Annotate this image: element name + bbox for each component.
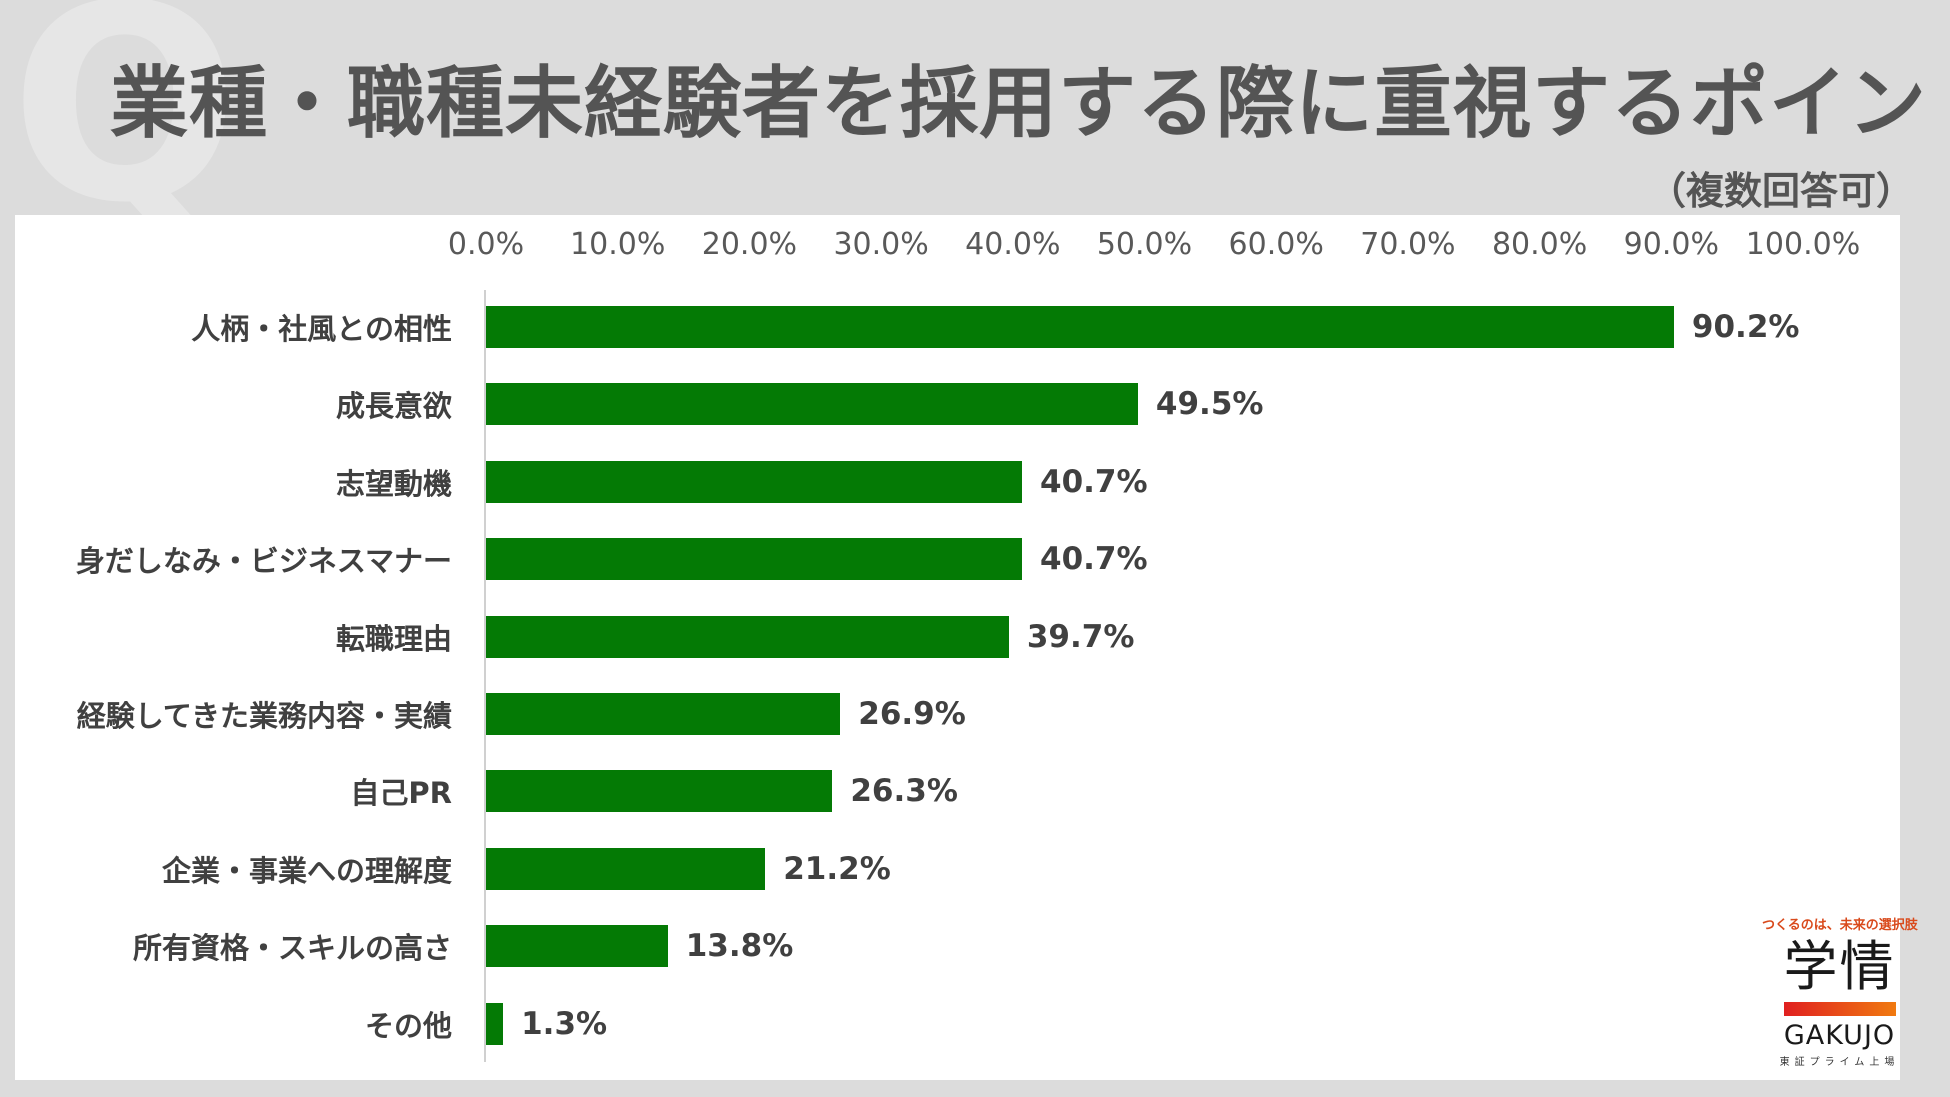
value-label: 39.7%	[1026, 618, 1135, 655]
bar-row: 経験してきた業務内容・実績 26.9%	[0, 693, 1950, 735]
bar	[486, 847, 766, 890]
bar-row: 志望動機 40.7%	[0, 460, 1950, 503]
logo-listing: 東証プライム上場	[1779, 1056, 1900, 1068]
value-label: 21.2%	[783, 850, 891, 887]
x-tick-label: 80.0%	[1491, 227, 1588, 262]
bar-row: 身だしなみ・ビジネスマナー 40.7%	[0, 538, 1950, 581]
y-axis-line	[484, 290, 486, 1062]
gakujo-logo: つくるのは、未来の選択肢 学情 GAKUJO 東証プライム上場	[1762, 914, 1918, 1068]
x-tick-label: 100.0%	[1745, 227, 1861, 262]
bar-row: その他 1.3%	[0, 1002, 1950, 1045]
x-tick-label: 60.0%	[1228, 227, 1324, 262]
bar	[486, 460, 1023, 503]
category-label: その他	[364, 1008, 452, 1043]
value-label: 40.7%	[1040, 463, 1148, 500]
category-label: 経験してきた業務内容・実績	[76, 699, 452, 733]
category-label: 成長意欲	[335, 389, 452, 424]
x-tick-label: 50.0%	[1096, 227, 1193, 262]
logo-kanji: 学情	[1783, 935, 1896, 998]
value-label: 40.7%	[1040, 541, 1148, 578]
category-label: 身だしなみ・ビジネスマナー	[75, 544, 452, 579]
q-watermark: Q	[10, 0, 240, 262]
x-tick-label: 30.0%	[833, 227, 929, 262]
logo-gradient-bar	[1783, 1001, 1896, 1016]
bar	[486, 693, 841, 735]
category-label: 企業・事業への理解度	[161, 853, 452, 888]
value-label: 1.3%	[521, 1005, 608, 1042]
x-tick-label: 40.0%	[965, 227, 1061, 262]
chart-subtitle: （複数回答可）	[1647, 169, 1914, 213]
bar	[486, 770, 833, 813]
bar	[486, 306, 1674, 348]
bar	[486, 538, 1023, 581]
logo-name: GAKUJO	[1783, 1019, 1896, 1051]
x-tick-label: 10.0%	[570, 227, 666, 262]
category-label: 志望動機	[335, 466, 452, 501]
x-tick-label: 90.0%	[1623, 227, 1719, 262]
x-tick-label: 0.0%	[447, 227, 525, 262]
category-label: 人柄・社風との相性	[191, 312, 452, 346]
x-tick-label: 70.0%	[1360, 227, 1456, 262]
chart-title: 業種・職種未経験者を採用する際に重視するポイント	[110, 59, 1950, 149]
bar-row: 転職理由 39.7%	[0, 615, 1950, 658]
value-label: 49.5%	[1155, 386, 1264, 423]
bar	[486, 383, 1138, 426]
bar-row: 成長意欲 49.5%	[0, 383, 1950, 426]
bar-row: 人柄・社風との相性 90.2%	[0, 306, 1950, 348]
bar-row: 企業・事業への理解度 21.2%	[0, 847, 1950, 890]
value-label: 13.8%	[685, 928, 794, 965]
value-label: 90.2%	[1691, 309, 1800, 345]
bar	[486, 1002, 504, 1045]
category-label: 転職理由	[335, 621, 452, 656]
x-tick-label: 20.0%	[701, 227, 798, 262]
value-label: 26.3%	[850, 773, 958, 810]
category-label: 自己PR	[350, 776, 452, 811]
value-label: 26.9%	[858, 696, 966, 732]
bar	[486, 615, 1009, 658]
bar	[486, 925, 668, 968]
logo-tagline: つくるのは、未来の選択肢	[1762, 918, 1918, 933]
bar-row: 自己PR 26.3%	[0, 770, 1950, 813]
category-label: 所有資格・スキルの高さ	[132, 931, 452, 966]
bar-row: 所有資格・スキルの高さ 13.8%	[0, 925, 1950, 968]
